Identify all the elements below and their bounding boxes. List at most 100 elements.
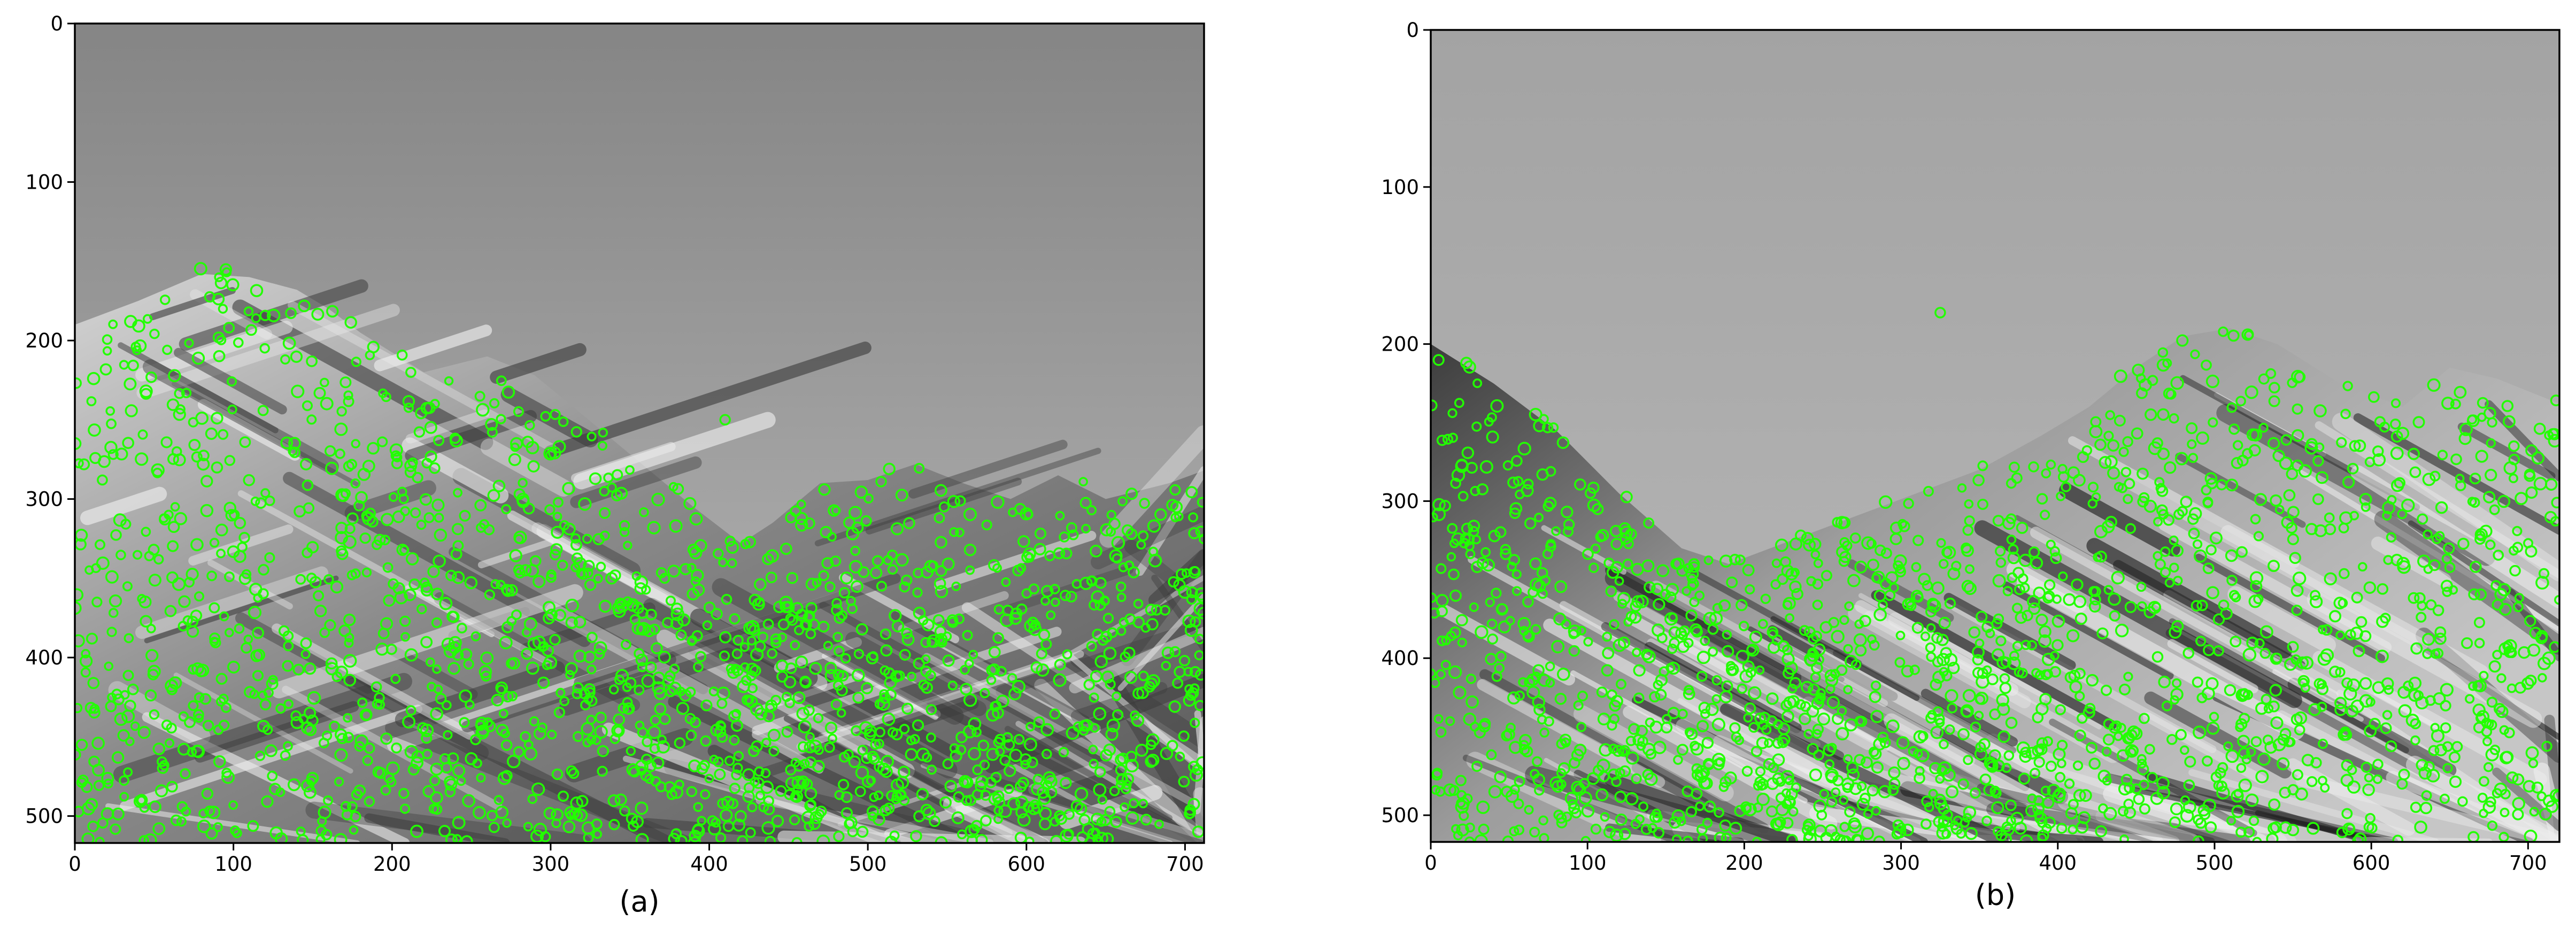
keypoint-marker	[1734, 554, 1746, 566]
keypoint-marker	[430, 762, 443, 776]
y-tick-label: 500	[1381, 804, 1419, 827]
keypoint-marker	[2184, 755, 2196, 768]
keypoint-marker	[302, 547, 313, 559]
keypoint-marker	[2201, 686, 2215, 700]
keypoint-marker	[2364, 773, 2374, 783]
keypoint-marker	[2375, 649, 2389, 663]
rock-streak	[531, 522, 681, 610]
keypoint-marker	[566, 765, 577, 777]
keypoint-marker	[2231, 592, 2241, 602]
keypoint-marker	[798, 720, 812, 734]
keypoint-marker	[1803, 538, 1816, 552]
keypoint-marker	[343, 460, 354, 472]
keypoint-marker	[1001, 577, 1011, 587]
keypoint-marker	[2243, 826, 2255, 838]
keypoint-marker	[639, 507, 649, 517]
keypoint-marker	[818, 570, 829, 582]
keypoint-marker	[1507, 476, 1520, 489]
keypoint-marker	[2292, 403, 2303, 415]
keypoint-marker	[2182, 647, 2195, 659]
keypoint-marker	[218, 304, 228, 314]
keypoint-marker	[2126, 729, 2138, 741]
keypoint-marker	[730, 720, 743, 732]
keypoint-marker	[1060, 547, 1073, 560]
keypoint-marker	[1093, 707, 1107, 721]
keypoint-marker	[430, 707, 443, 721]
keypoint-marker	[2312, 493, 2324, 505]
keypoint-marker	[1981, 815, 1992, 826]
keypoint-marker	[2529, 807, 2539, 817]
keypoint-marker	[2347, 780, 2361, 794]
keypoint-marker	[1449, 538, 1459, 548]
keypoint-marker	[2304, 441, 2318, 455]
keypoint-marker	[2191, 600, 2203, 612]
keypoint-marker	[391, 742, 402, 754]
keypoint-marker	[1937, 765, 1947, 776]
keypoint-marker	[1509, 784, 1520, 795]
rock-streak	[2227, 586, 2336, 654]
keypoint-marker	[344, 523, 356, 535]
rock-streak	[237, 490, 557, 669]
keypoint-marker	[434, 513, 444, 523]
keypoint-marker	[874, 790, 884, 800]
keypoint-marker	[2529, 626, 2542, 639]
keypoint-marker	[1028, 583, 1040, 594]
keypoint-marker	[932, 614, 945, 626]
keypoint-marker	[2235, 396, 2246, 407]
keypoint-marker	[452, 571, 465, 584]
keypoint-marker	[1089, 599, 1100, 611]
keypoint-marker	[513, 406, 524, 417]
keypoint-marker	[1756, 737, 1769, 749]
keypoint-marker	[135, 794, 148, 807]
keypoint-marker	[125, 737, 135, 746]
keypoint-marker	[961, 776, 974, 788]
rock-streak	[2457, 422, 2556, 481]
keypoint-marker	[668, 682, 682, 695]
keypoint-marker	[629, 614, 641, 625]
keypoint-marker	[349, 825, 359, 835]
keypoint-marker	[2268, 798, 2281, 811]
keypoint-marker	[696, 762, 708, 775]
rock-streak	[490, 343, 587, 384]
keypoint-marker	[971, 727, 982, 738]
keypoint-marker	[1466, 695, 1479, 709]
keypoint-marker	[2262, 734, 2273, 746]
keypoint-marker	[1886, 720, 1900, 733]
keypoint-marker	[2417, 554, 2431, 568]
keypoint-marker	[550, 543, 563, 556]
keypoint-marker	[623, 540, 633, 551]
keypoint-marker	[1554, 580, 1568, 593]
keypoint-marker	[1517, 442, 1531, 455]
keypoint-marker	[93, 780, 105, 791]
keypoint-marker	[1634, 814, 1645, 824]
keypoint-marker	[2259, 648, 2271, 659]
keypoint-marker	[720, 808, 733, 822]
keypoint-marker	[805, 732, 815, 742]
keypoint-marker	[2268, 822, 2280, 834]
keypoint-marker	[1843, 685, 1853, 694]
keypoint-marker	[2408, 592, 2420, 604]
keypoint-marker	[1632, 734, 1645, 746]
keypoint-marker	[1147, 519, 1161, 533]
keypoint-marker	[2465, 694, 2475, 704]
keypoint-marker	[2482, 737, 2493, 746]
keypoint-marker	[721, 795, 735, 809]
keypoint-marker	[2014, 584, 2025, 595]
keypoint-marker	[2250, 736, 2262, 747]
keypoint-marker	[157, 762, 169, 774]
keypoint-marker	[192, 709, 204, 721]
keypoint-marker	[1924, 802, 1934, 813]
keypoint-marker	[968, 747, 981, 761]
keypoint-marker	[1610, 538, 1623, 551]
keypoint-marker	[162, 344, 173, 355]
keypoint-marker	[2156, 776, 2170, 790]
keypoint-marker	[755, 791, 765, 801]
keypoint-marker	[355, 491, 368, 504]
keypoint-marker	[447, 752, 459, 764]
keypoint-marker	[777, 632, 788, 643]
keypoint-marker	[1471, 421, 1482, 432]
keypoint-marker	[2186, 422, 2198, 435]
keypoint-marker	[1920, 631, 1931, 641]
keypoint-marker	[525, 420, 535, 431]
keypoint-marker	[2109, 610, 2120, 622]
